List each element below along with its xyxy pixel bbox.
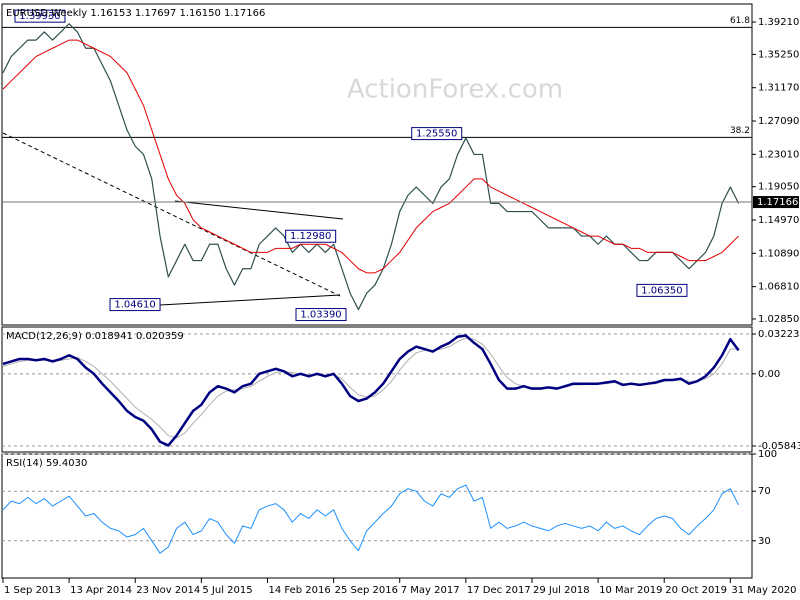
series-line bbox=[2, 334, 740, 447]
annotation-label: 1.12980 bbox=[290, 231, 331, 242]
annotation-label: 1.04610 bbox=[114, 300, 155, 311]
y-tick-label: 1.27090 bbox=[758, 116, 799, 127]
annotation-box bbox=[109, 298, 161, 312]
x-tick-label: 20 Oct 2019 bbox=[665, 585, 727, 596]
y-tick-label: 1.06810 bbox=[758, 282, 799, 293]
last-price-label: 1.17166 bbox=[757, 197, 798, 208]
y-tick-label: 1.02850 bbox=[758, 314, 799, 325]
x-tick-label: 13 Apr 2014 bbox=[70, 585, 132, 596]
panel-title: EURUSD,Weekly 1.16153 1.17697 1.16150 1.… bbox=[6, 8, 265, 19]
panel bbox=[1, 326, 753, 453]
x-tick-label: 17 Dec 2017 bbox=[467, 585, 531, 596]
annotation-box bbox=[411, 127, 463, 141]
watermark: ActionForex.com bbox=[347, 75, 563, 105]
series-line bbox=[2, 484, 740, 554]
last-price-box bbox=[753, 196, 799, 209]
x-tick-label: 10 Mar 2019 bbox=[599, 585, 662, 596]
y-tick-label: 1.19050 bbox=[758, 182, 799, 193]
x-tick-label: 5 Jul 2015 bbox=[202, 585, 252, 596]
y-tick-label: 1.14970 bbox=[758, 215, 799, 226]
y-tick-label: 1.31170 bbox=[758, 83, 799, 94]
y-tick-label: 30 bbox=[758, 536, 771, 547]
panel-title: RSI(14) 59.4030 bbox=[6, 458, 87, 469]
annotation-box bbox=[636, 283, 688, 297]
y-tick-label: 1.39210 bbox=[758, 17, 799, 28]
level-label: 61.8 bbox=[730, 16, 750, 26]
annotation-label: 1.06350 bbox=[641, 285, 682, 296]
x-tick-label: 23 Nov 2014 bbox=[136, 585, 200, 596]
x-tick-label: 31 May 2020 bbox=[731, 585, 796, 596]
panel-title: MACD(12,26,9) 0.018941 0.020359 bbox=[6, 331, 184, 342]
annotation-label: 1.39930 bbox=[19, 11, 60, 22]
annotation-box bbox=[295, 308, 347, 322]
x-tick-label: 7 May 2017 bbox=[401, 585, 460, 596]
x-tick-label: 14 Feb 2016 bbox=[268, 585, 330, 596]
x-tick-label: 25 Sep 2016 bbox=[335, 585, 398, 596]
level-label: 38.2 bbox=[730, 126, 750, 136]
panel bbox=[1, 3, 753, 326]
x-tick-label: 1 Sep 2013 bbox=[4, 585, 61, 596]
series-line bbox=[2, 39, 739, 274]
annotation-label: 1.03390 bbox=[300, 310, 341, 321]
annotation-label: 1.25550 bbox=[416, 129, 457, 140]
y-tick-label: 1.35250 bbox=[758, 49, 799, 60]
trend-line bbox=[2, 132, 341, 297]
y-tick-label: 0.00 bbox=[758, 369, 780, 380]
triangle-line bbox=[159, 294, 341, 306]
y-tick-label: 1.23010 bbox=[758, 149, 799, 160]
annotation-box bbox=[14, 9, 66, 23]
x-tick-label: 29 Jul 2018 bbox=[533, 585, 590, 596]
triangle-line bbox=[174, 200, 344, 220]
y-tick-label: 100 bbox=[758, 449, 777, 460]
y-tick-label: 70 bbox=[758, 486, 771, 497]
y-tick-label: 1.10890 bbox=[758, 248, 799, 259]
annotation-box bbox=[285, 229, 337, 243]
y-tick-label: 0.032235 bbox=[758, 329, 800, 340]
y-tick-label: -0.058434 bbox=[758, 441, 800, 452]
